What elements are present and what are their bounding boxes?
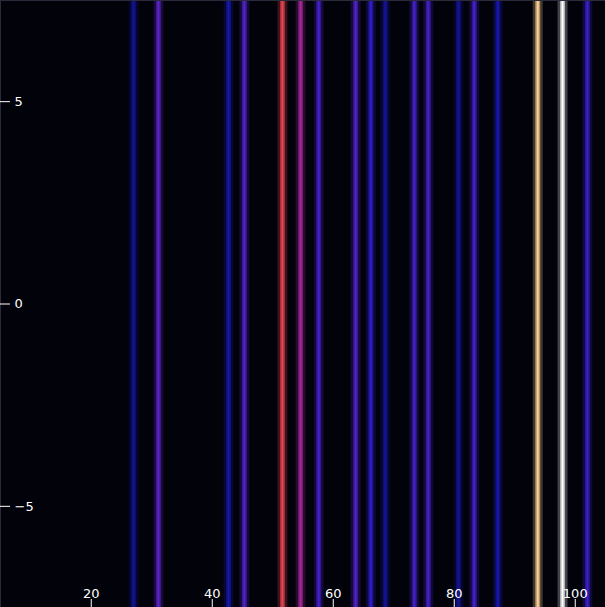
svg-text:60: 60 xyxy=(325,586,342,601)
svg-text:0: 0 xyxy=(15,296,23,311)
svg-text:80: 80 xyxy=(446,586,463,601)
svg-text:40: 40 xyxy=(204,586,221,601)
svg-text:20: 20 xyxy=(83,586,100,601)
svg-text:5: 5 xyxy=(15,94,23,109)
svg-text:−5: −5 xyxy=(15,498,34,513)
svg-text:100: 100 xyxy=(563,586,588,601)
